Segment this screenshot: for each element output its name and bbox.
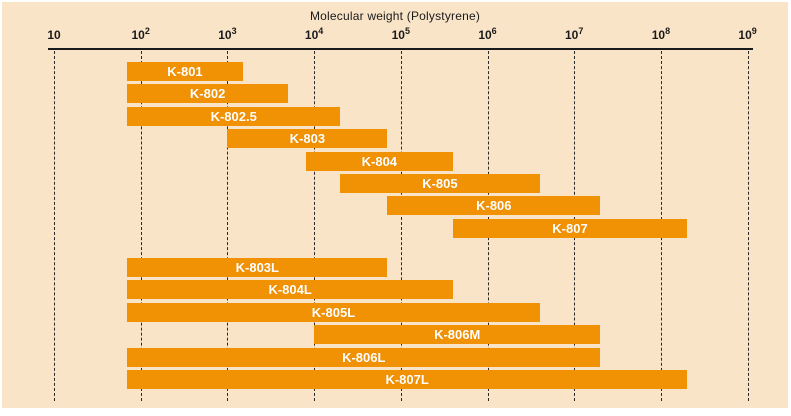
chart-title: Molecular weight (Polystyrene) [309, 9, 481, 23]
bar-label: K-805 [422, 176, 458, 191]
gridline [314, 51, 316, 401]
gridline [140, 51, 142, 401]
range-bar-k-803l: K-803L [127, 258, 388, 277]
bar-label: K-804L [268, 282, 312, 298]
bar-label: K-803L [235, 260, 279, 275]
bar-label: K-802 [189, 86, 226, 102]
x-axis-tick-label: 108 [651, 26, 671, 43]
gridline [747, 51, 749, 401]
gridline [400, 51, 402, 401]
x-axis-tick-label: 109 [738, 26, 757, 43]
x-axis-tick-label: 106 [478, 26, 497, 43]
bar-label: K-802.5 [210, 108, 257, 124]
x-axis-tick-label: 10 [47, 28, 61, 42]
bar-label: K-807 [552, 220, 588, 236]
range-bar-k-802: K-802 [127, 84, 288, 104]
range-bar-k-804l: K-804L [127, 280, 453, 300]
range-bar-k-805: K-805 [340, 174, 540, 193]
range-bar-k-803: K-803 [227, 129, 388, 149]
range-bar-k-807: K-807 [452, 218, 687, 238]
range-bar-k-806l: K-806L [127, 347, 601, 367]
range-bar-k-805l: K-805L [127, 302, 540, 322]
x-axis-tick-label: 103 [218, 26, 237, 43]
range-bar-k-807l: K-807L [127, 370, 687, 389]
x-axis-tick-label: 105 [391, 26, 410, 43]
bar-label: K-807L [385, 372, 429, 387]
bar-label: K-803 [289, 131, 326, 147]
range-bar-k-801: K-801 [127, 62, 243, 81]
range-bar-k-804: K-804 [305, 151, 453, 171]
chart-card: Molecular weight (Polystyrene) 10 102 103 1… [2, 2, 788, 408]
bar-label: K-806L [342, 349, 386, 365]
x-axis-tick-label: 104 [304, 26, 324, 43]
bar-label: K-805L [311, 304, 356, 320]
x-axis-tick-label: 102 [131, 26, 150, 43]
gridline [227, 51, 229, 401]
range-bar-k-802.5: K-802.5 [127, 106, 341, 126]
bar-label: K-801 [167, 64, 203, 79]
x-axis-line [48, 48, 753, 50]
range-bar-k-806m: K-806M [314, 325, 601, 345]
bar-label: K-804 [361, 153, 398, 169]
bar-label: K-806 [476, 198, 512, 214]
gridline [54, 51, 55, 401]
bar-label: K-806M [434, 327, 481, 343]
range-bar-k-806: K-806 [387, 196, 601, 216]
x-axis-tick-label: 107 [565, 26, 584, 43]
